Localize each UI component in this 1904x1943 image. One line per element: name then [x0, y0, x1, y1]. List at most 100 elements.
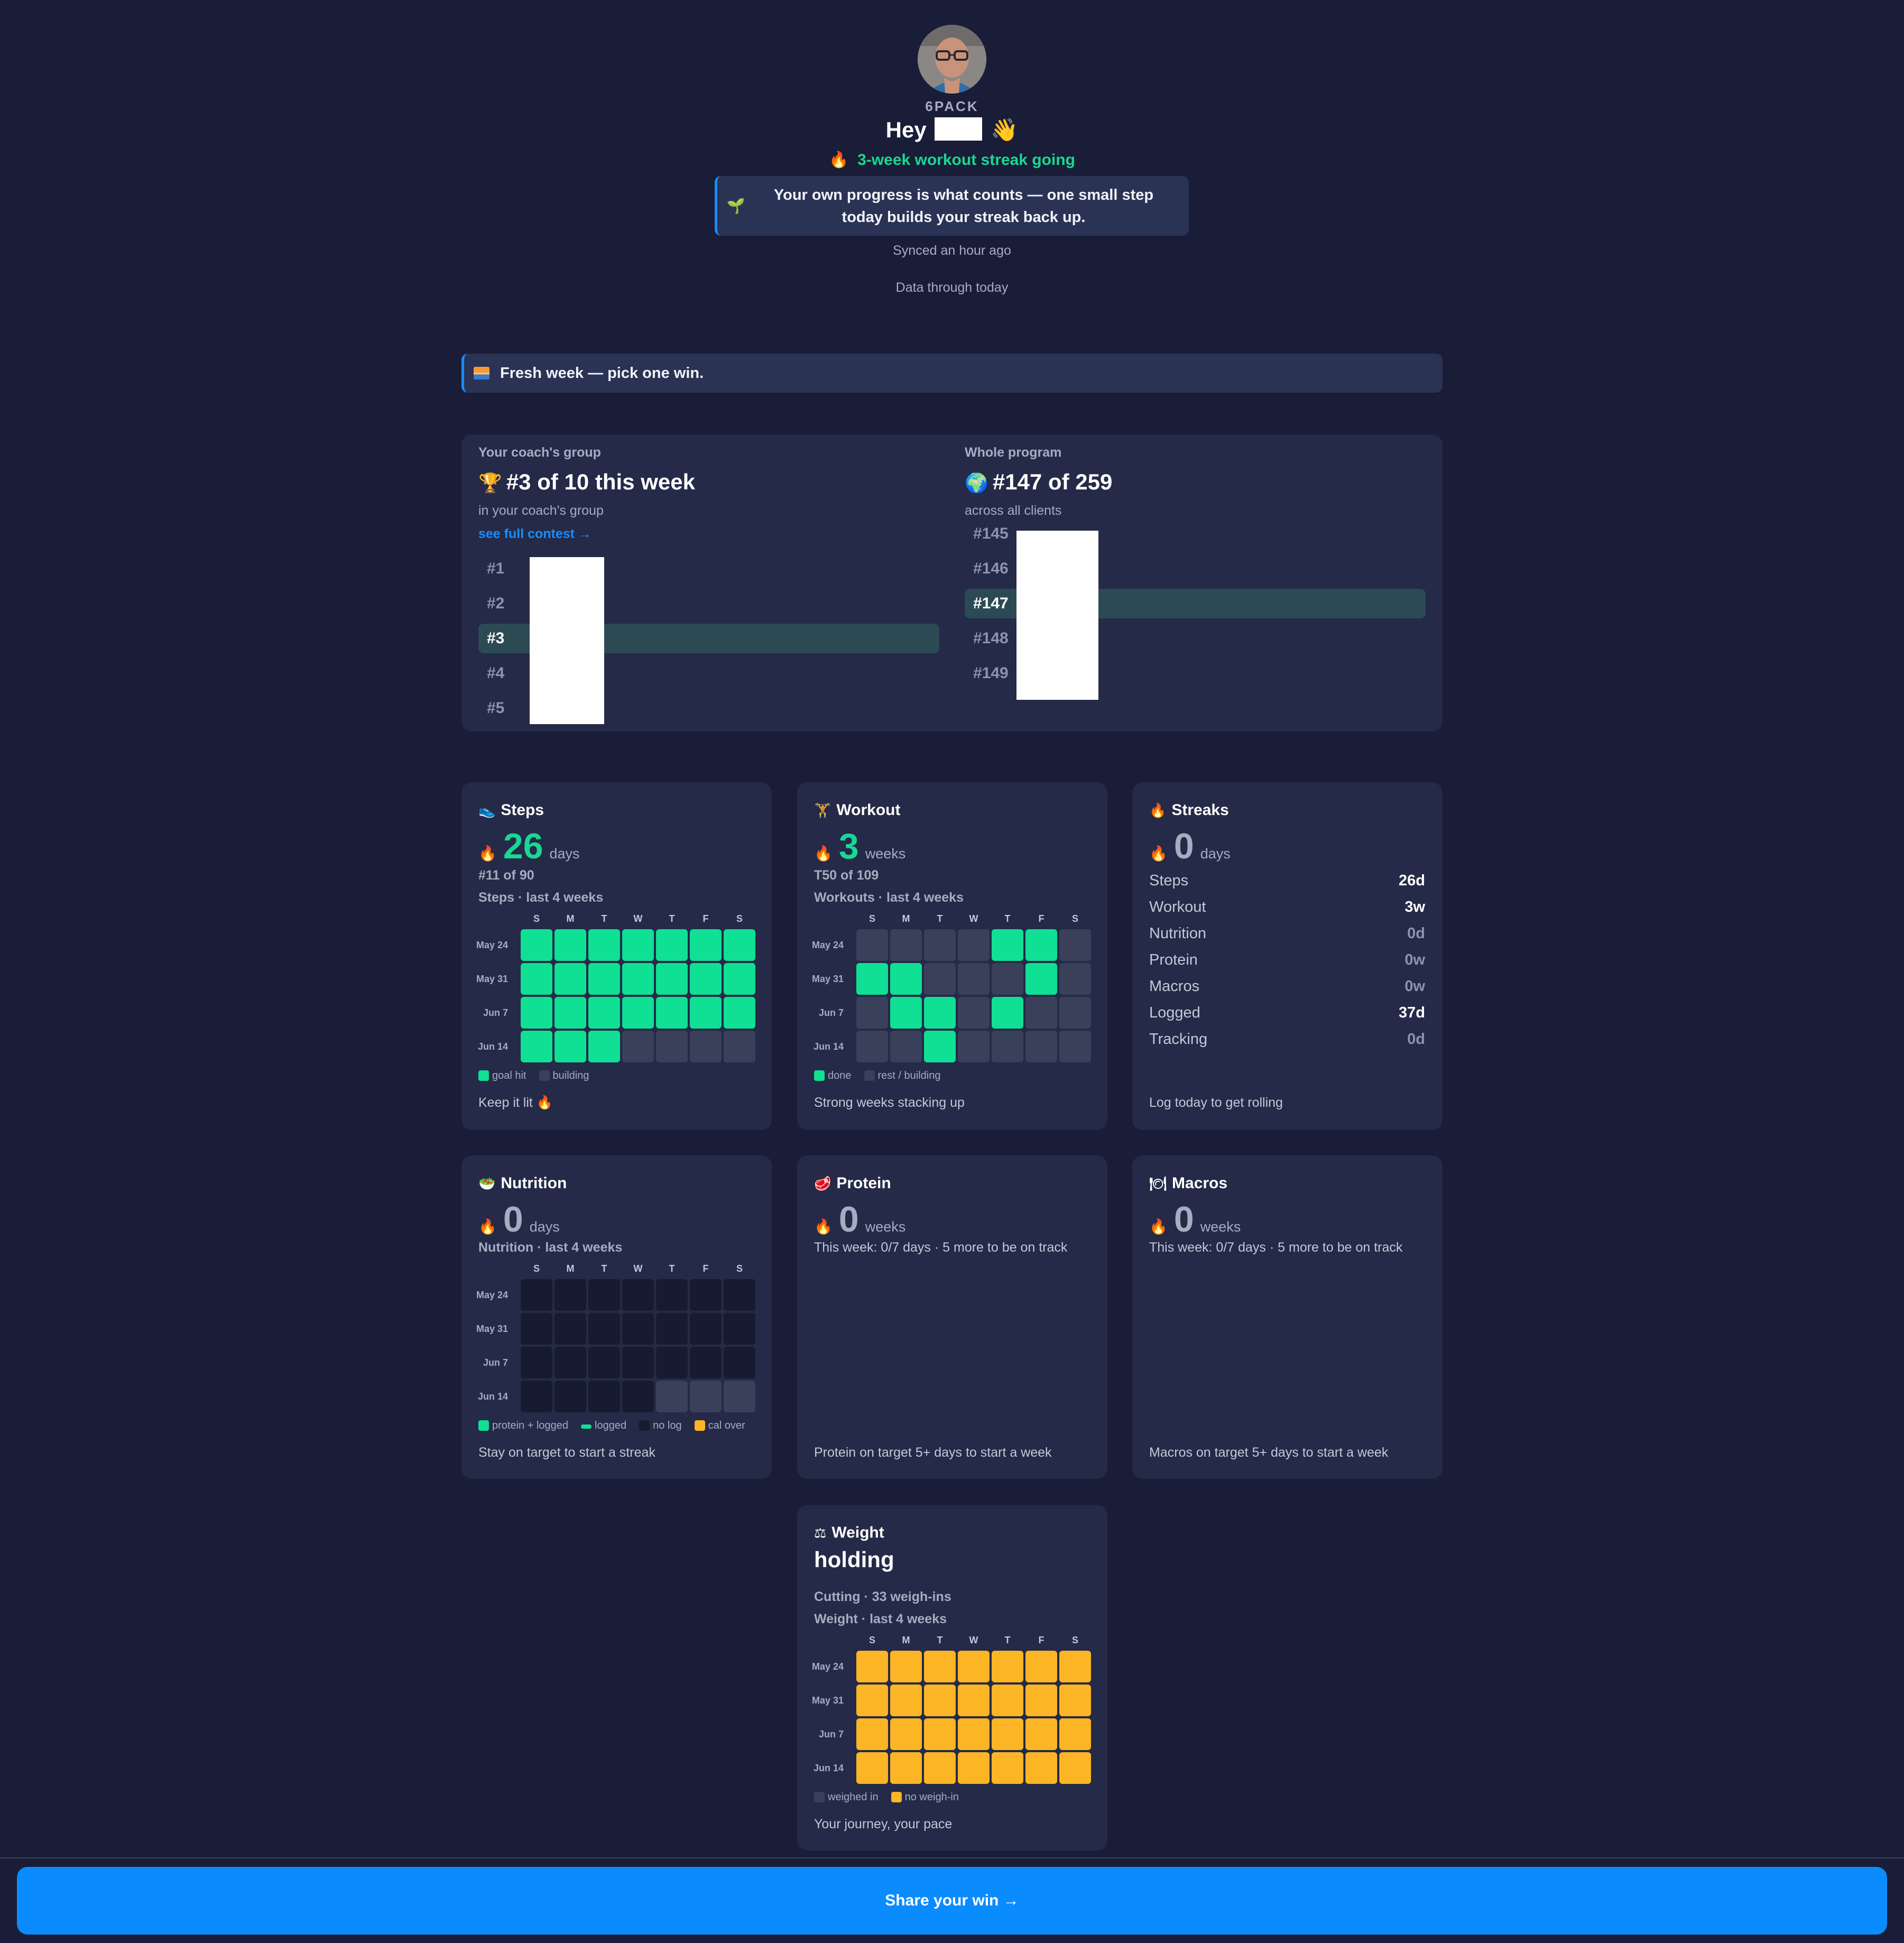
protein-streak-value: 0: [838, 1199, 859, 1239]
avatar[interactable]: [918, 25, 986, 94]
streak-name: Tracking: [1149, 1031, 1208, 1048]
day-cell-hit: [690, 997, 722, 1029]
streak-value: 26d: [1399, 872, 1425, 889]
fresh-week-banner: Fresh week — pick one win.: [461, 354, 1443, 393]
steps-legend: goal hit building: [478, 1070, 596, 1082]
day-cell-no-weigh-in: [1025, 1718, 1057, 1750]
day-cell-no-log: [622, 1313, 654, 1345]
protein-card: 🥩 Protein 🔥 0 weeks This week: 0/7 days ·…: [797, 1155, 1107, 1479]
weekday-label: S: [533, 1263, 540, 1274]
day-cell-miss: [890, 1031, 922, 1062]
legend-swatch: [891, 1792, 902, 1802]
steps-streak-unit: days: [549, 846, 580, 862]
week-label: Jun 7: [818, 1007, 844, 1018]
day-cell-miss: [924, 963, 956, 995]
workout-streak-value: 3: [838, 826, 859, 866]
sunrise-icon: [474, 367, 489, 380]
protein-title: 🥩 Protein: [814, 1174, 891, 1192]
salad-icon: 🥗: [478, 1175, 496, 1191]
streaks-footer: Log today to get rolling: [1149, 1095, 1283, 1110]
day-cell-hit: [656, 929, 688, 961]
legend-swatch: [864, 1070, 875, 1081]
legend-label: rest / building: [877, 1070, 941, 1081]
day-cell-miss: [1059, 963, 1091, 995]
weight-title: ⚖ Weight: [814, 1524, 884, 1542]
weight-status: holding: [814, 1547, 894, 1572]
weekday-label: S: [868, 1635, 875, 1645]
legend-label: weighed in: [828, 1791, 879, 1803]
day-cell-no-weigh-in: [958, 1685, 990, 1716]
day-cell-no-weigh-in: [924, 1651, 956, 1682]
day-cell-no-weigh-in: [856, 1718, 888, 1750]
day-cell-no-weigh-in: [958, 1752, 990, 1784]
day-cell-no-log: [724, 1347, 755, 1378]
share-your-win-button[interactable]: Share your win →: [17, 1867, 1887, 1935]
day-cell-no-weigh-in: [1025, 1685, 1057, 1716]
streak-name: Workout: [1149, 899, 1206, 915]
day-cell-hit: [890, 997, 922, 1029]
weekday-label: M: [902, 913, 910, 924]
day-cell-no-weigh-in: [992, 1752, 1023, 1784]
day-cell-hit: [622, 963, 654, 995]
day-cell-hit: [588, 997, 620, 1029]
streaks-title: 🔥 Streaks: [1149, 801, 1229, 819]
week-label: Jun 7: [483, 1357, 508, 1368]
streak-value: 0d: [1407, 925, 1425, 942]
day-cell-miss: [856, 997, 888, 1029]
macros-streak: 🔥 0 weeks: [1149, 1201, 1241, 1238]
dumbbell-icon: 🏋: [814, 802, 831, 818]
sprout-icon: 🌱: [726, 198, 745, 214]
day-cell-miss: [1025, 997, 1057, 1029]
day-cell-no-log: [690, 1313, 722, 1345]
overall-streak: 🔥 0 days: [1149, 828, 1231, 865]
steps-title-text: Steps: [501, 801, 544, 819]
day-cell-no-weigh-in: [992, 1651, 1023, 1682]
program-rank: 🌍 #147 of 259: [965, 469, 1112, 495]
day-cell-miss: [924, 929, 956, 961]
flame-icon: 🔥: [1149, 1218, 1168, 1235]
day-cell-hit: [690, 963, 722, 995]
legend-label: logged: [595, 1420, 627, 1431]
weekday-label: W: [969, 1635, 978, 1645]
day-cell-no-log: [724, 1279, 755, 1311]
streak-name: Macros: [1149, 978, 1200, 995]
see-full-contest-link[interactable]: see full contest →: [478, 526, 591, 541]
day-cell-no-weigh-in: [992, 1718, 1023, 1750]
day-cell-miss: [958, 1031, 990, 1062]
fresh-week-text: Fresh week — pick one win.: [500, 364, 704, 382]
steps-footer: Keep it lit 🔥: [478, 1095, 553, 1110]
weight-card: ⚖ Weight holding Cutting · 33 weigh-ins W…: [797, 1505, 1107, 1851]
day-cell-hit: [622, 929, 654, 961]
day-cell-hit: [724, 929, 755, 961]
workout-footer: Strong weeks stacking up: [814, 1095, 965, 1110]
legend-swatch: [478, 1420, 489, 1431]
day-cell-miss: [992, 963, 1023, 995]
protein-streak: 🔥 0 weeks: [814, 1201, 905, 1238]
day-cell-no-weigh-in: [1059, 1718, 1091, 1750]
day-cell-hit: [521, 997, 552, 1029]
day-cell-hit: [992, 929, 1023, 961]
overall-streak-unit: days: [1200, 846, 1231, 862]
legend-swatch: [639, 1420, 650, 1431]
day-cell-no-log: [656, 1313, 688, 1345]
flame-icon: 🔥: [478, 1218, 497, 1235]
legend-item: weighed in: [814, 1791, 879, 1803]
streak-row-macros: Macros 0w: [1149, 978, 1425, 995]
day-cell-no-weigh-in: [958, 1651, 990, 1682]
program-label: Whole program: [965, 445, 1062, 460]
day-cell-hit: [724, 997, 755, 1029]
workout-streak: 🔥 3 weeks: [814, 828, 905, 865]
day-cell-no-log: [588, 1347, 620, 1378]
day-cell-no-weigh-in: [856, 1651, 888, 1682]
day-cell-no-log: [588, 1381, 620, 1412]
legend-label: goal hit: [492, 1070, 526, 1081]
weekday-label: T: [937, 1635, 943, 1645]
workout-streak-unit: weeks: [865, 846, 906, 862]
streak-row-tracking: Tracking 0d: [1149, 1031, 1425, 1048]
flame-icon: 🔥: [1149, 845, 1168, 862]
leaderboard-row: #149: [973, 664, 1009, 682]
legend-swatch: [814, 1070, 825, 1081]
week-label: May 31: [476, 1324, 508, 1334]
day-cell-no-weigh-in: [1059, 1685, 1091, 1716]
day-cell-hit: [924, 997, 956, 1029]
